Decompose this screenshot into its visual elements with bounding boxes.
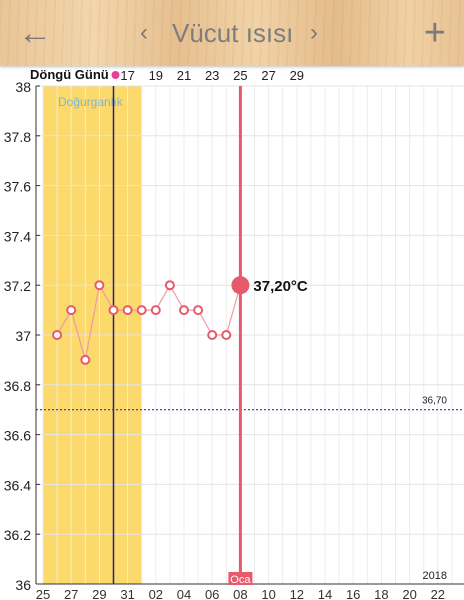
temperature-point[interactable] [122, 305, 133, 316]
x-tick-label: 18 [374, 587, 388, 600]
temperature-point[interactable] [136, 305, 147, 316]
x-tick-label: 14 [318, 587, 332, 600]
wood-texture [0, 0, 464, 66]
app-header: ← ‹ Vücut ısısı › + [0, 0, 464, 66]
x-tick-label: 22 [431, 587, 445, 600]
temperature-point[interactable] [150, 305, 161, 316]
x-tick-label: 10 [261, 587, 275, 600]
y-tick-label: 38 [15, 79, 31, 95]
x-tick-label: 08 [233, 587, 247, 600]
temperature-point[interactable] [207, 330, 218, 340]
temperature-point[interactable] [80, 354, 91, 365]
y-tick-label: 37.8 [4, 129, 31, 145]
cycle-day-number: 23 [205, 68, 219, 83]
y-tick-label: 36.4 [4, 477, 31, 493]
page-title: Vücut ısısı [172, 18, 294, 48]
plus-icon[interactable]: + [423, 12, 446, 54]
month-marker-label: Oca [230, 574, 251, 586]
temperature-point[interactable] [94, 280, 105, 291]
x-tick-label: 12 [290, 587, 304, 600]
cycle-day-number: 25 [233, 68, 247, 83]
temperature-point[interactable] [179, 305, 189, 316]
y-tick-label: 36.2 [4, 527, 31, 543]
month-marker-bg [228, 572, 253, 585]
temperature-point[interactable] [52, 330, 63, 340]
cycle-day-number: 21 [177, 68, 191, 83]
y-tick-label: 36.8 [4, 378, 31, 394]
arrow-left-icon[interactable]: ← [18, 14, 52, 52]
cycle-day-number: 17 [120, 68, 134, 83]
temperature-point[interactable] [193, 305, 204, 316]
chevron-right-icon[interactable]: › [310, 19, 318, 46]
y-tick-label: 36 [15, 577, 31, 593]
x-tick-label: 31 [120, 587, 134, 600]
x-tick-label: 20 [402, 587, 416, 600]
y-tick-label: 37.2 [4, 278, 31, 294]
selected-point[interactable] [231, 276, 250, 295]
coverline-label: 36,70 [422, 396, 447, 407]
x-tick-label: 29 [92, 587, 106, 600]
chevron-left-icon[interactable]: ‹ [140, 19, 148, 46]
fertility-label: Doğurganlık [58, 95, 124, 109]
selected-value-label: 37,20°C [253, 278, 308, 295]
x-tick-label: 27 [64, 587, 78, 600]
temperature-point[interactable] [164, 280, 175, 291]
cycle-day-number: 19 [149, 68, 163, 83]
temperature-point[interactable] [108, 305, 119, 316]
x-tick-label: 16 [346, 587, 360, 600]
y-tick-label: 36.6 [4, 428, 31, 444]
x-tick-label: 04 [177, 587, 191, 600]
cycle-day-number: 27 [261, 68, 275, 83]
x-tick-label: 25 [36, 587, 50, 600]
title-bar: ‹ Vücut ısısı › [0, 0, 464, 66]
cycle-start-dot [111, 71, 120, 79]
cycle-day-number: 29 [290, 68, 304, 83]
y-tick-label: 37.4 [4, 228, 31, 244]
y-tick-label: 37.6 [4, 179, 31, 195]
temperature-point[interactable] [66, 305, 77, 316]
year-label: 2018 [423, 570, 447, 582]
cycle-day-label: Döngü Günü [30, 67, 109, 82]
x-tick-label: 06 [205, 587, 219, 600]
x-tick-label: 02 [149, 587, 163, 600]
y-tick-label: 37 [15, 328, 31, 344]
temperature-point[interactable] [221, 330, 232, 340]
